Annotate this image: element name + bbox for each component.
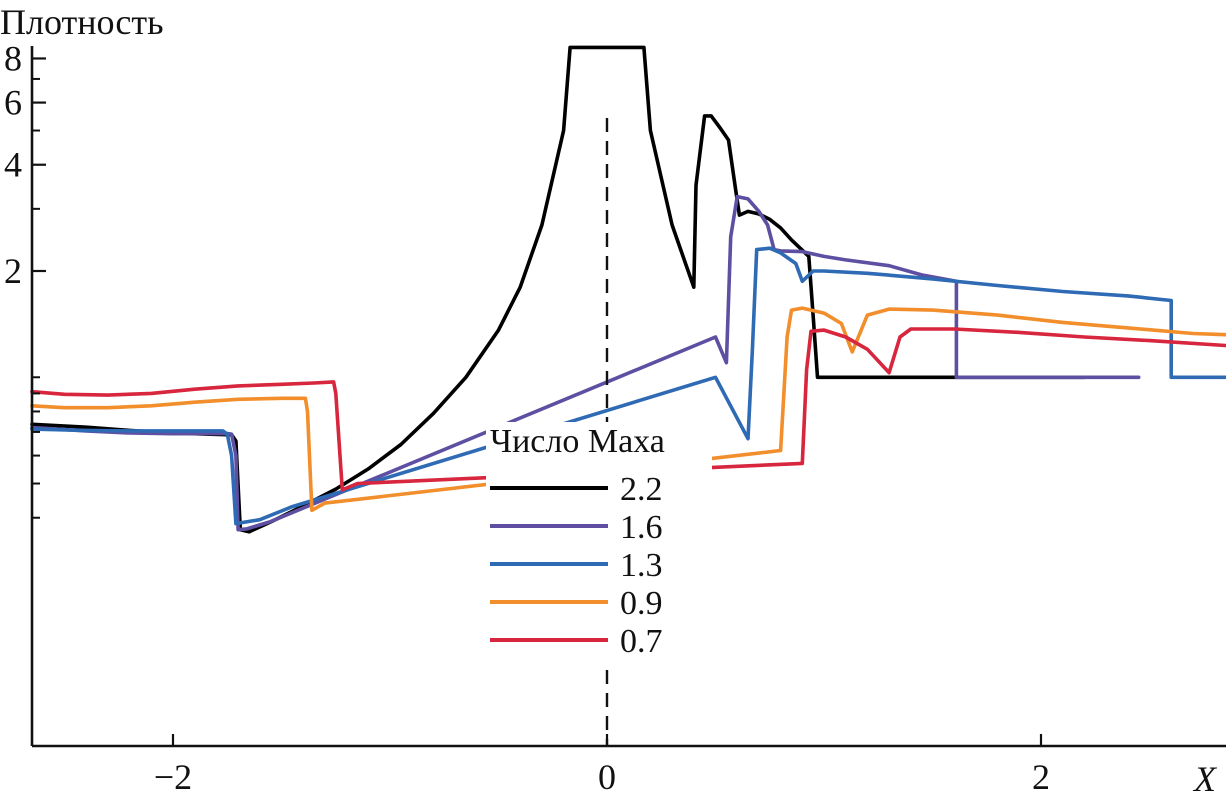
legend-background bbox=[486, 422, 712, 662]
x-tick-label: 0 bbox=[598, 757, 616, 797]
legend-label-mach-0-7: 0.7 bbox=[620, 623, 663, 660]
x-axis-title: X bbox=[1192, 759, 1218, 799]
legend-label-mach-1-3: 1.3 bbox=[620, 547, 663, 584]
y-axis-title: Плотность bbox=[0, 2, 164, 42]
legend-label-mach-2-2: 2.2 bbox=[620, 471, 663, 508]
y-tick-label: 4 bbox=[4, 145, 22, 185]
series-line-mach-0-9 bbox=[30, 306, 1226, 513]
series-layer bbox=[30, 45, 1226, 534]
series-line-mach-0-7 bbox=[30, 327, 1226, 492]
legend-label-mach-1-6: 1.6 bbox=[620, 509, 663, 546]
legend-items: 2.21.61.30.90.7 bbox=[490, 471, 663, 660]
y-tick-label: 6 bbox=[4, 83, 22, 123]
x-tick-label: 2 bbox=[1032, 757, 1050, 797]
series-line-mach-1-3 bbox=[30, 246, 1226, 526]
y-tick-label: 8 bbox=[4, 38, 22, 78]
legend-label-mach-0-9: 0.9 bbox=[620, 585, 663, 622]
axes-layer bbox=[30, 46, 1226, 748]
series-line-mach-2-2 bbox=[30, 45, 1087, 534]
ticks-layer: −2 0 2 2 4 6 8 bbox=[4, 38, 1050, 797]
y-tick-label: 2 bbox=[4, 251, 22, 291]
legend: Число Маха 2.21.61.30.90.7 bbox=[486, 422, 712, 662]
legend-title: Число Маха bbox=[490, 423, 665, 460]
x-tick-label: −2 bbox=[154, 757, 192, 797]
